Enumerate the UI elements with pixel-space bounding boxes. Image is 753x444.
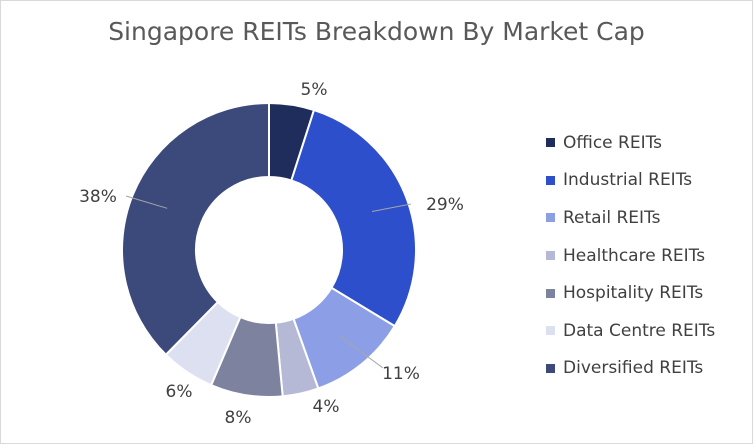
data-label-0: 5% [301,80,328,100]
data-label-6: 38% [79,187,117,207]
data-label-2: 11% [382,364,420,384]
legend-swatch [546,251,555,261]
legend-swatch [546,363,555,373]
legend-item: Healthcare REITs [546,237,715,275]
legend-item: Office REITs [546,124,715,162]
leader-line-2 [338,334,384,369]
legend-item: Data Centre REITs [546,312,715,350]
legend-swatch [546,326,555,336]
legend-item: Industrial REITs [546,162,715,200]
data-label-1: 29% [426,195,464,215]
legend-label: Diversified REITs [563,358,704,379]
legend-label: Hospitality REITs [563,283,704,304]
legend-swatch [546,138,555,148]
legend-label: Data Centre REITs [563,320,716,341]
data-label-5: 6% [166,382,193,402]
legend-swatch [546,213,555,223]
legend-item: Retail REITs [546,199,715,237]
data-label-4: 8% [225,408,252,428]
legend-label: Office REITs [563,132,663,153]
legend-swatch [546,175,555,185]
legend: Office REITs Industrial REITs Retail REITs… [546,124,715,387]
legend-item: Diversified REITs [546,350,715,388]
leader-line-1 [371,203,412,212]
legend-label: Retail REITs [563,207,661,228]
donut-slice-1 [290,108,417,328]
chart-title: Singapore REITs Breakdown By Market Cap [108,17,645,46]
legend-item: Hospitality REITs [546,274,715,312]
leader-line-6 [125,195,168,209]
legend-label: Healthcare REITs [563,245,706,266]
legend-swatch [546,288,555,298]
data-label-3: 4% [313,397,340,417]
legend-label: Industrial REITs [563,170,693,191]
donut-slice-6 [121,101,270,357]
